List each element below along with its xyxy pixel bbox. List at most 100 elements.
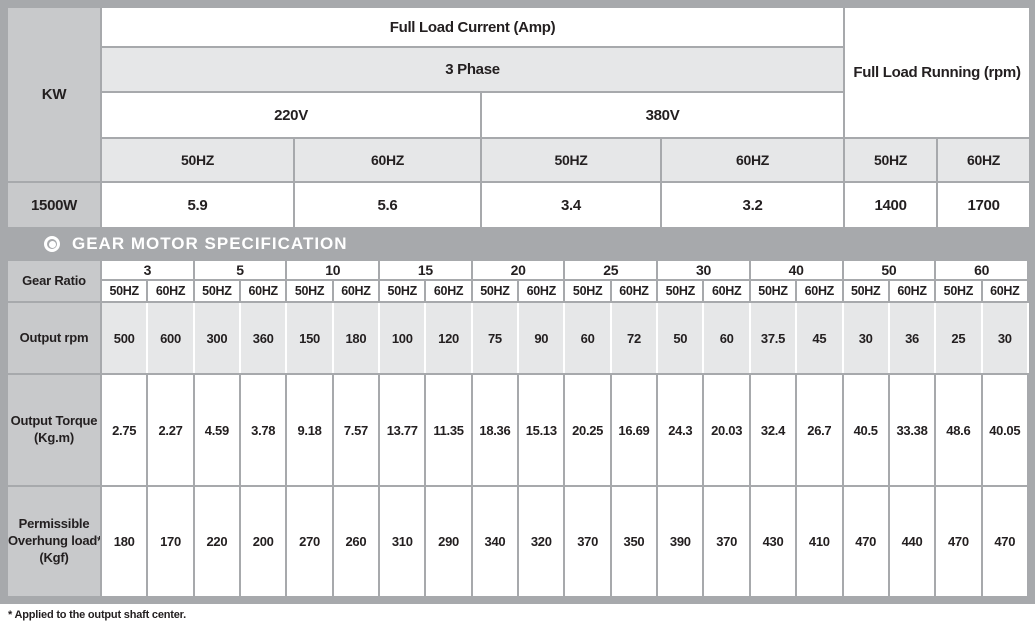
hz-header-cell: 50HZ <box>934 279 983 303</box>
label-line: Permissible <box>18 516 90 532</box>
hz-header-cell: 60HZ <box>331 279 381 303</box>
hz-header-cell: 50HZ <box>470 279 520 303</box>
output-rpm-cell: 300 <box>192 301 242 375</box>
torque-cell: 20.25 <box>563 373 612 487</box>
ratio-cell: 30 <box>656 259 751 281</box>
spec-sheet: KW Full Load Current (Amp) Full Load Run… <box>0 0 1035 604</box>
output-rpm-cell: 36 <box>887 301 937 375</box>
output-rpm-cell: 60 <box>563 301 612 375</box>
hz-header-cell: 50HZ <box>99 279 149 303</box>
overhung-load-cell: 270 <box>285 485 334 598</box>
wattage-cell: 1500W <box>6 181 102 229</box>
label-line: Overhung load* <box>8 533 101 549</box>
gear-spec-table: Gear Ratio 3 5 10 15 20 25 30 40 50 60 5… <box>6 259 1030 598</box>
hz-header-cell: 50HZ <box>563 279 612 303</box>
output-rpm-cell: 25 <box>934 301 983 375</box>
output-rpm-cell: 120 <box>424 301 473 375</box>
amp-value-cell: 5.9 <box>100 181 295 229</box>
output-rpm-cell: 150 <box>285 301 334 375</box>
full-load-running-header: Full Load Running (rpm) <box>843 6 1032 139</box>
label-line: Output Torque <box>10 413 98 429</box>
full-load-current-header: Full Load Current (Amp) <box>99 6 846 48</box>
torque-cell: 2.75 <box>99 373 149 487</box>
ratio-cell: 40 <box>748 259 844 281</box>
overhung-load-cell: 390 <box>656 485 705 598</box>
torque-cell: 4.59 <box>192 373 242 487</box>
torque-cell: 9.18 <box>285 373 334 487</box>
torque-cell: 40.5 <box>841 373 890 487</box>
hz-header-cell: 60HZ <box>980 279 1030 303</box>
torque-cell: 13.77 <box>378 373 427 487</box>
hz-header-cell: 50HZ <box>843 137 939 183</box>
overhung-load-cell: 290 <box>424 485 473 598</box>
overhung-load-cell: 320 <box>517 485 566 598</box>
section-header-bar: GEAR MOTOR SPECIFICATION <box>6 229 1029 259</box>
ratio-cell: 60 <box>934 259 1029 281</box>
torque-cell: 40.05 <box>980 373 1030 487</box>
hz-header-cell: 60HZ <box>936 137 1032 183</box>
hz-header-cell: 50HZ <box>656 279 705 303</box>
bullseye-icon <box>44 236 60 252</box>
section-title: GEAR MOTOR SPECIFICATION <box>72 234 348 253</box>
overhung-load-cell: 310 <box>378 485 427 598</box>
ratio-cell: 20 <box>470 259 566 281</box>
output-rpm-cell: 45 <box>795 301 844 375</box>
torque-cell: 48.6 <box>934 373 983 487</box>
overhung-load-cell: 410 <box>795 485 844 598</box>
ratio-cell: 5 <box>192 259 288 281</box>
motor-electrical-table: KW Full Load Current (Amp) Full Load Run… <box>6 6 1032 229</box>
hz-header-cell: 60HZ <box>609 279 659 303</box>
amp-value-cell: 3.2 <box>659 181 846 229</box>
overhung-load-cell: 200 <box>239 485 288 598</box>
hz-header-cell: 60HZ <box>424 279 473 303</box>
hz-header-cell: 50HZ <box>192 279 242 303</box>
hz-header-cell: 60HZ <box>659 137 846 183</box>
output-rpm-cell: 30 <box>841 301 890 375</box>
voltage-380v-cell: 380V <box>479 91 846 139</box>
output-rpm-cell: 50 <box>656 301 705 375</box>
output-rpm-cell: 30 <box>980 301 1030 375</box>
ratio-cell: 3 <box>100 259 195 281</box>
hz-header-cell: 60HZ <box>887 279 937 303</box>
overhung-load-cell: 180 <box>99 485 149 598</box>
hz-header-cell: 50HZ <box>480 137 662 183</box>
torque-cell: 20.03 <box>702 373 751 487</box>
torque-cell: 26.7 <box>795 373 844 487</box>
overhung-load-label-cell: Permissible Overhung load* (Kgf) <box>6 485 102 598</box>
footnote: * Applied to the output shaft center. <box>8 609 186 621</box>
torque-cell: 24.3 <box>656 373 705 487</box>
overhung-load-cell: 440 <box>887 485 937 598</box>
overhung-load-cell: 370 <box>702 485 751 598</box>
torque-cell: 3.78 <box>239 373 288 487</box>
hz-header-cell: 50HZ <box>841 279 890 303</box>
output-rpm-cell: 100 <box>378 301 427 375</box>
label-line: (Kgf) <box>39 549 69 565</box>
output-rpm-cell: 500 <box>99 301 149 375</box>
hz-header-cell: 60HZ <box>146 279 195 303</box>
torque-cell: 7.57 <box>331 373 381 487</box>
hz-header-cell: 60HZ <box>795 279 844 303</box>
overhung-load-cell: 370 <box>563 485 612 598</box>
hz-header-cell: 50HZ <box>748 279 798 303</box>
hz-header-cell: 60HZ <box>517 279 566 303</box>
output-rpm-cell: 60 <box>702 301 751 375</box>
phase-header-cell: 3 Phase <box>99 46 846 93</box>
overhung-load-cell: 470 <box>841 485 890 598</box>
torque-cell: 16.69 <box>609 373 659 487</box>
overhung-load-cell: 170 <box>146 485 195 598</box>
hz-header-cell: 50HZ <box>100 137 295 183</box>
ratio-cell: 50 <box>841 259 937 281</box>
overhung-load-cell: 260 <box>331 485 381 598</box>
output-rpm-cell: 360 <box>239 301 288 375</box>
amp-value-cell: 3.4 <box>480 181 662 229</box>
output-rpm-cell: 75 <box>470 301 520 375</box>
kw-header-cell: KW <box>6 6 102 183</box>
overhung-load-cell: 220 <box>192 485 242 598</box>
output-rpm-cell: 37.5 <box>748 301 798 375</box>
overhung-load-cell: 350 <box>609 485 659 598</box>
overhung-load-cell: 340 <box>470 485 520 598</box>
overhung-load-cell: 470 <box>980 485 1030 598</box>
torque-cell: 33.38 <box>887 373 937 487</box>
ratio-cell: 15 <box>378 259 473 281</box>
output-rpm-label-cell: Output rpm <box>6 301 102 375</box>
